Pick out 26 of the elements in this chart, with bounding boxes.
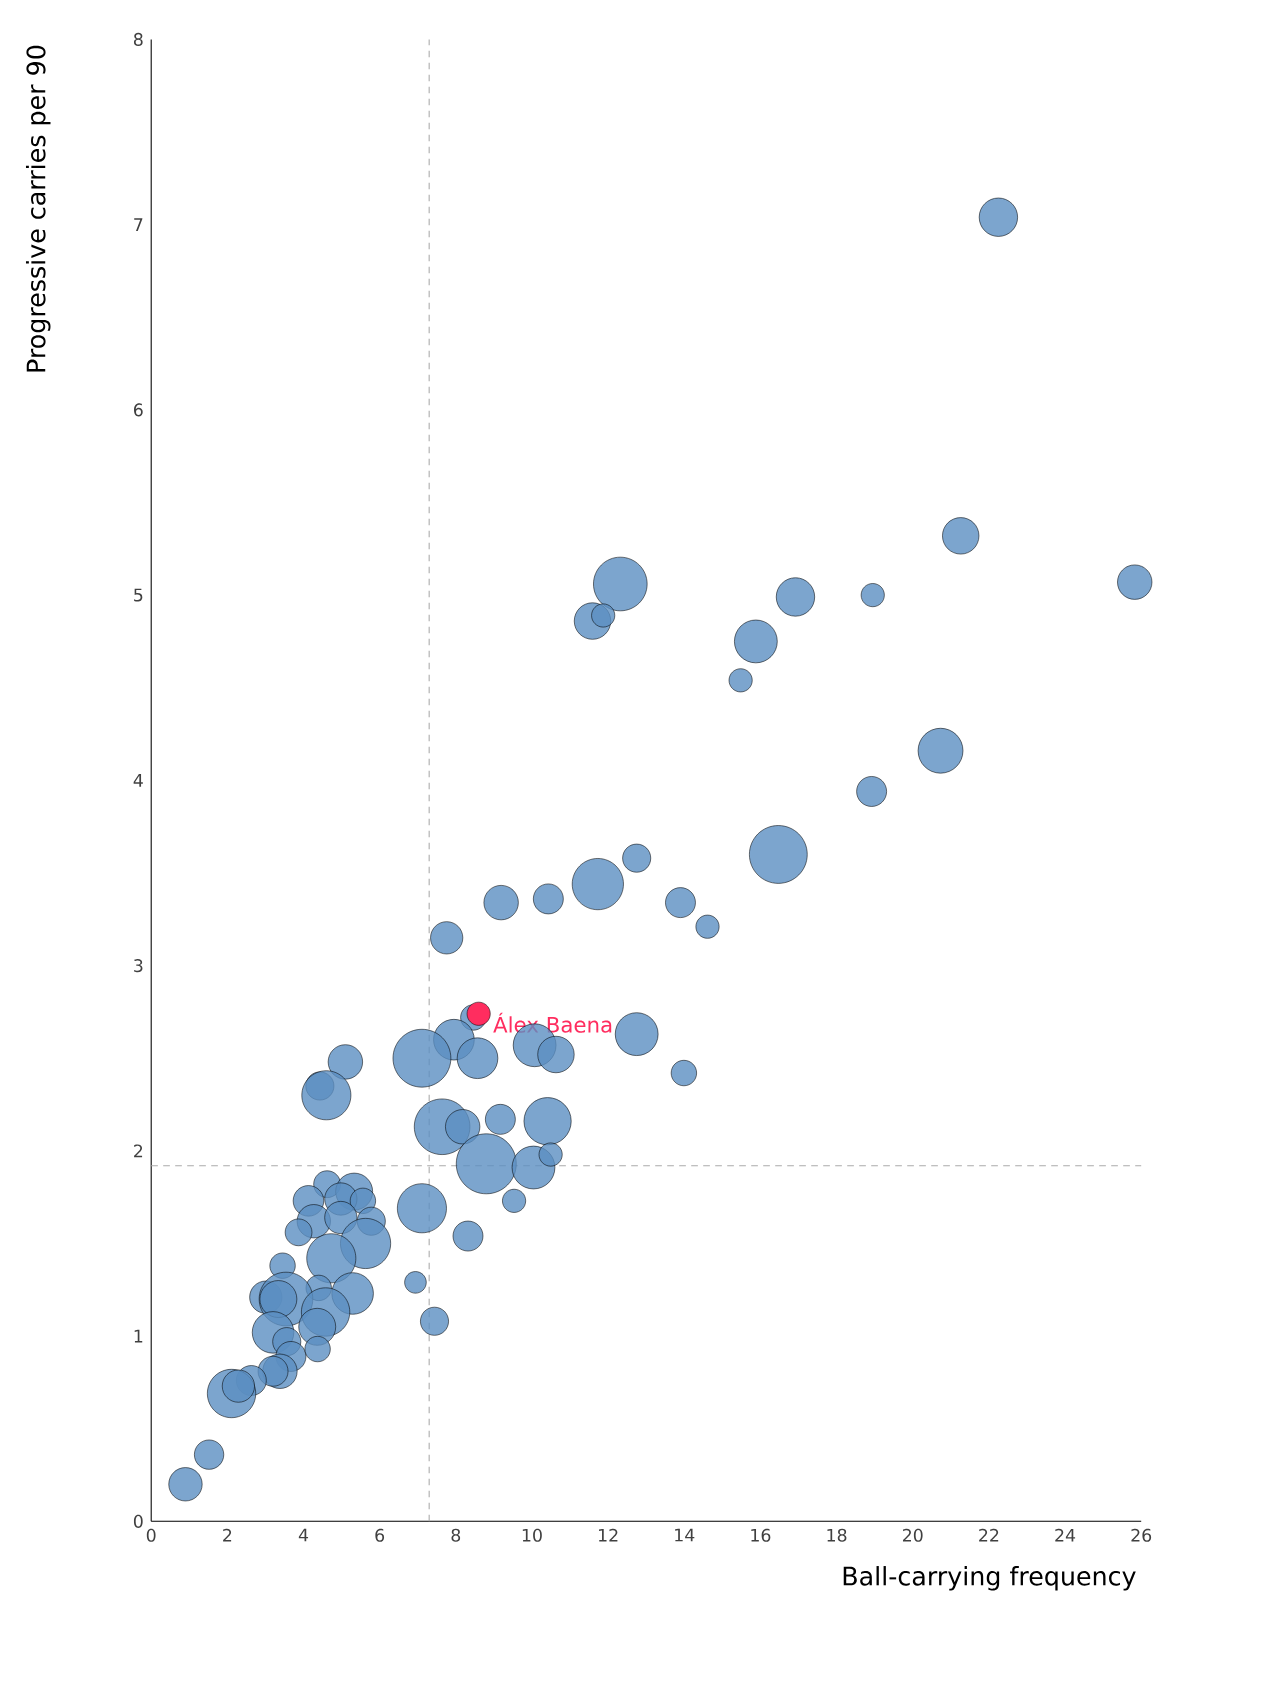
- x-tick-label: 16: [751, 1528, 771, 1542]
- x-tick-label: 18: [827, 1528, 847, 1542]
- y-tick-label: 7: [134, 218, 143, 231]
- x-tick-label: 6: [375, 1528, 385, 1542]
- y-tick-label: 5: [134, 588, 143, 602]
- y-axis-title: Progressive carries per 90: [25, 45, 51, 372]
- x-tick-label: 2: [223, 1528, 232, 1542]
- x-axis-title: Ball-carrying frequency: [843, 1566, 1136, 1591]
- x-tick-label: 12: [599, 1528, 618, 1542]
- y-tick-label: 0: [133, 1514, 143, 1528]
- y-tick-label: 8: [133, 32, 143, 46]
- y-tick-label: 4: [133, 774, 143, 787]
- x-tick-label: 10: [522, 1528, 542, 1542]
- x-tick-label: 0: [146, 1528, 156, 1542]
- x-tick-label: 20: [902, 1528, 923, 1542]
- y-tick-label: 1: [134, 1329, 143, 1343]
- x-tick-label: 4: [298, 1528, 309, 1542]
- x-tick-label: 14: [675, 1528, 695, 1542]
- y-tick-label: 2: [134, 1144, 143, 1158]
- x-tick-label: 8: [451, 1528, 461, 1542]
- x-tick-label: 24: [1055, 1528, 1076, 1542]
- x-tick-label: 22: [979, 1528, 999, 1542]
- y-tick-label: 6: [134, 403, 143, 417]
- legend-label: Álex Baena: [493, 1012, 612, 1033]
- y-tick-label: 3: [134, 959, 143, 973]
- x-tick-label: 26: [1131, 1528, 1152, 1542]
